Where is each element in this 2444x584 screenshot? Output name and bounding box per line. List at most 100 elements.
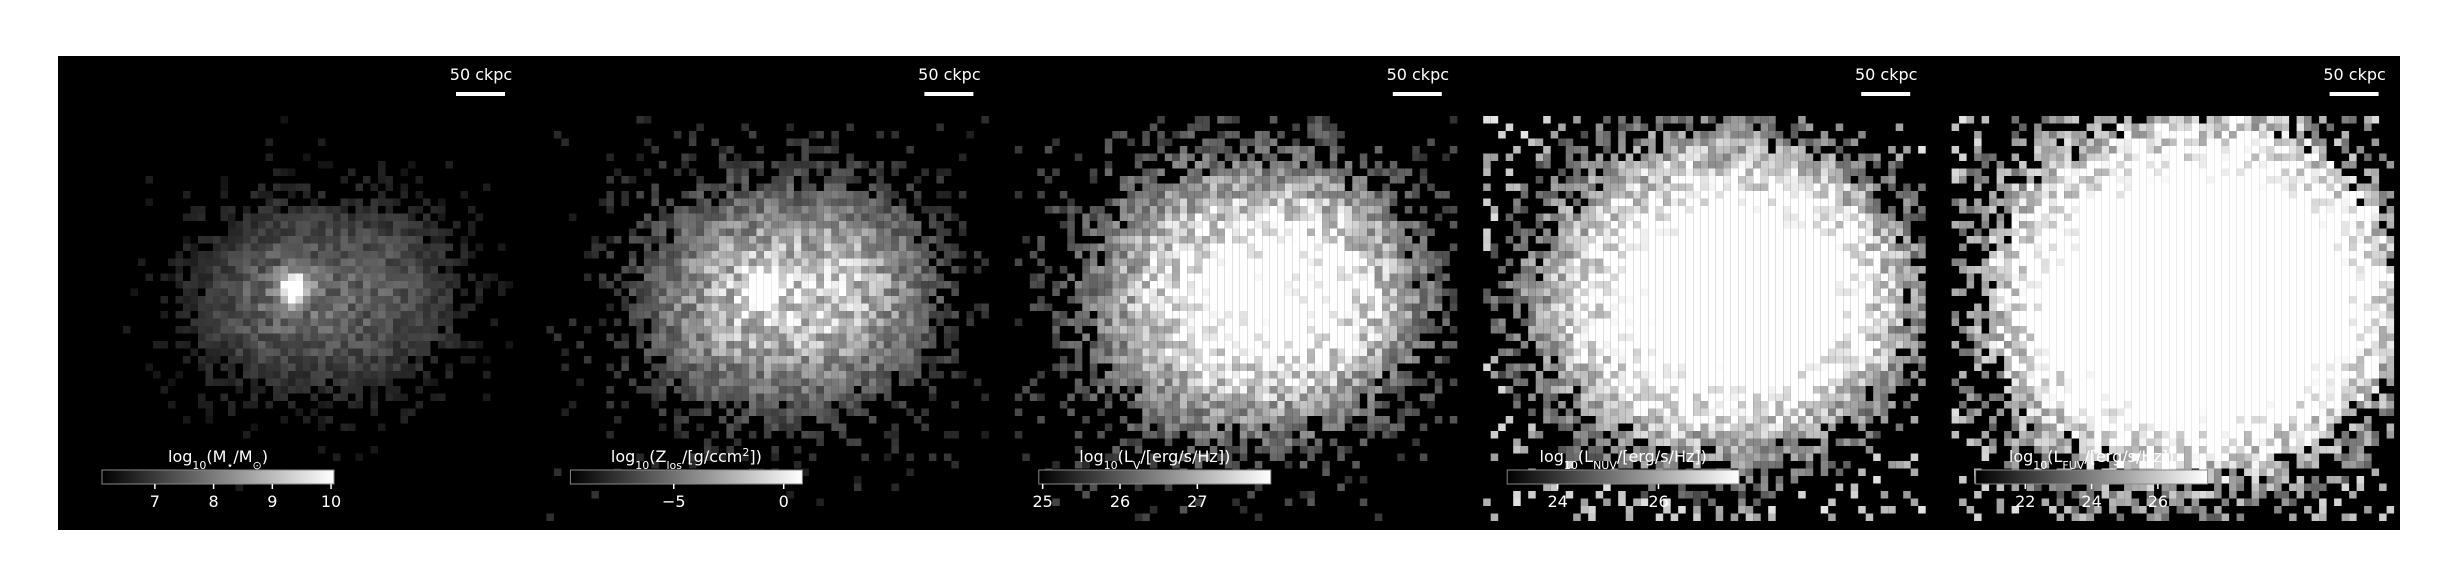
pixel: [1112, 326, 1120, 334]
pixel: [273, 296, 281, 304]
pixel: [666, 348, 674, 356]
pixel: [606, 176, 614, 184]
pixel: [733, 221, 742, 229]
pixel: [771, 318, 779, 326]
pixel: [205, 356, 213, 364]
pixel: [333, 228, 341, 236]
pixel: [1194, 363, 1203, 371]
pixel: [1322, 401, 1330, 409]
pixel: [235, 386, 243, 394]
pixel: [801, 228, 809, 236]
pixel: [423, 341, 431, 349]
pixel: [1164, 401, 1173, 409]
pixel: [816, 146, 824, 154]
pixel: [1595, 176, 1604, 184]
pixel: [846, 333, 854, 341]
pixel: [213, 303, 221, 311]
pixel: [273, 348, 281, 356]
pixel: [1232, 461, 1240, 469]
pixel: [921, 356, 929, 364]
pixel: [423, 281, 431, 289]
pixel: [1618, 318, 1626, 326]
pixel: [1067, 228, 1075, 236]
pixel: [1359, 183, 1368, 191]
pixel: [831, 236, 839, 244]
pixel: [1640, 491, 1649, 499]
pixel: [1262, 198, 1270, 206]
pixel: [606, 333, 614, 341]
pixel: [831, 258, 839, 266]
pixel: [741, 341, 749, 349]
pixel: [1655, 116, 1664, 124]
pixel: [1374, 258, 1383, 266]
pixel: [1389, 386, 1398, 394]
pixel: [430, 318, 438, 326]
pixel: [1655, 341, 1664, 349]
pixel: [1217, 371, 1225, 379]
pixel: [1595, 363, 1604, 371]
pixel: [793, 236, 802, 244]
pixel: [1565, 221, 1574, 229]
pixel: [1603, 378, 1611, 386]
pixel: [816, 243, 824, 251]
pixel: [325, 296, 333, 304]
pixel: [385, 348, 393, 356]
pixel: [363, 303, 371, 311]
pixel: [1618, 401, 1626, 409]
pixel: [310, 273, 318, 281]
pixel: [1535, 213, 1544, 221]
pixel: [325, 311, 333, 319]
pixel: [853, 198, 862, 206]
pixel: [145, 176, 153, 184]
pixel: [1232, 371, 1240, 379]
pixel: [408, 161, 416, 169]
pixel: [1573, 251, 1581, 259]
pixel: [1382, 326, 1390, 334]
pixel: [1449, 116, 1458, 124]
pixel: [1127, 258, 1135, 266]
pixel: [1520, 243, 1529, 251]
pixel: [801, 363, 809, 371]
pixel: [1625, 356, 1634, 364]
pixel: [1187, 281, 1195, 289]
pixel: [1022, 453, 1030, 461]
pixel: [1277, 416, 1285, 424]
pixel: [1089, 296, 1098, 304]
pixel: [1337, 371, 1345, 379]
pixel: [703, 213, 712, 221]
pixel: [1640, 453, 1649, 461]
pixel: [453, 221, 461, 229]
pixel: [1179, 303, 1188, 311]
pixel: [1074, 446, 1083, 454]
pixel: [265, 378, 273, 386]
pixel: [1269, 386, 1278, 394]
pixel: [1374, 401, 1383, 409]
pixel: [1535, 386, 1544, 394]
pixel: [348, 228, 356, 236]
pixel: [1640, 446, 1649, 454]
pixel: [1089, 356, 1098, 364]
pixel: [1389, 251, 1398, 259]
pixel: [1292, 318, 1300, 326]
pixel: [340, 333, 348, 341]
pixel: [1618, 258, 1626, 266]
pixel: [658, 228, 667, 236]
pixel: [385, 393, 393, 401]
pixel: [838, 273, 847, 281]
pixel: [816, 363, 824, 371]
pixel: [1277, 453, 1285, 461]
pixel: [385, 183, 393, 191]
pixel: [438, 281, 446, 289]
pixel: [711, 333, 719, 341]
pixel: [1217, 198, 1225, 206]
pixel: [1164, 221, 1173, 229]
pixel: [1209, 348, 1218, 356]
pixel: [913, 311, 922, 319]
pixel: [1580, 378, 1589, 386]
pixel: [1164, 393, 1173, 401]
pixel: [1535, 333, 1544, 341]
pixel: [1434, 281, 1443, 289]
pixel: [1247, 393, 1255, 401]
pixel: [288, 371, 296, 379]
pixel: [1277, 363, 1285, 371]
